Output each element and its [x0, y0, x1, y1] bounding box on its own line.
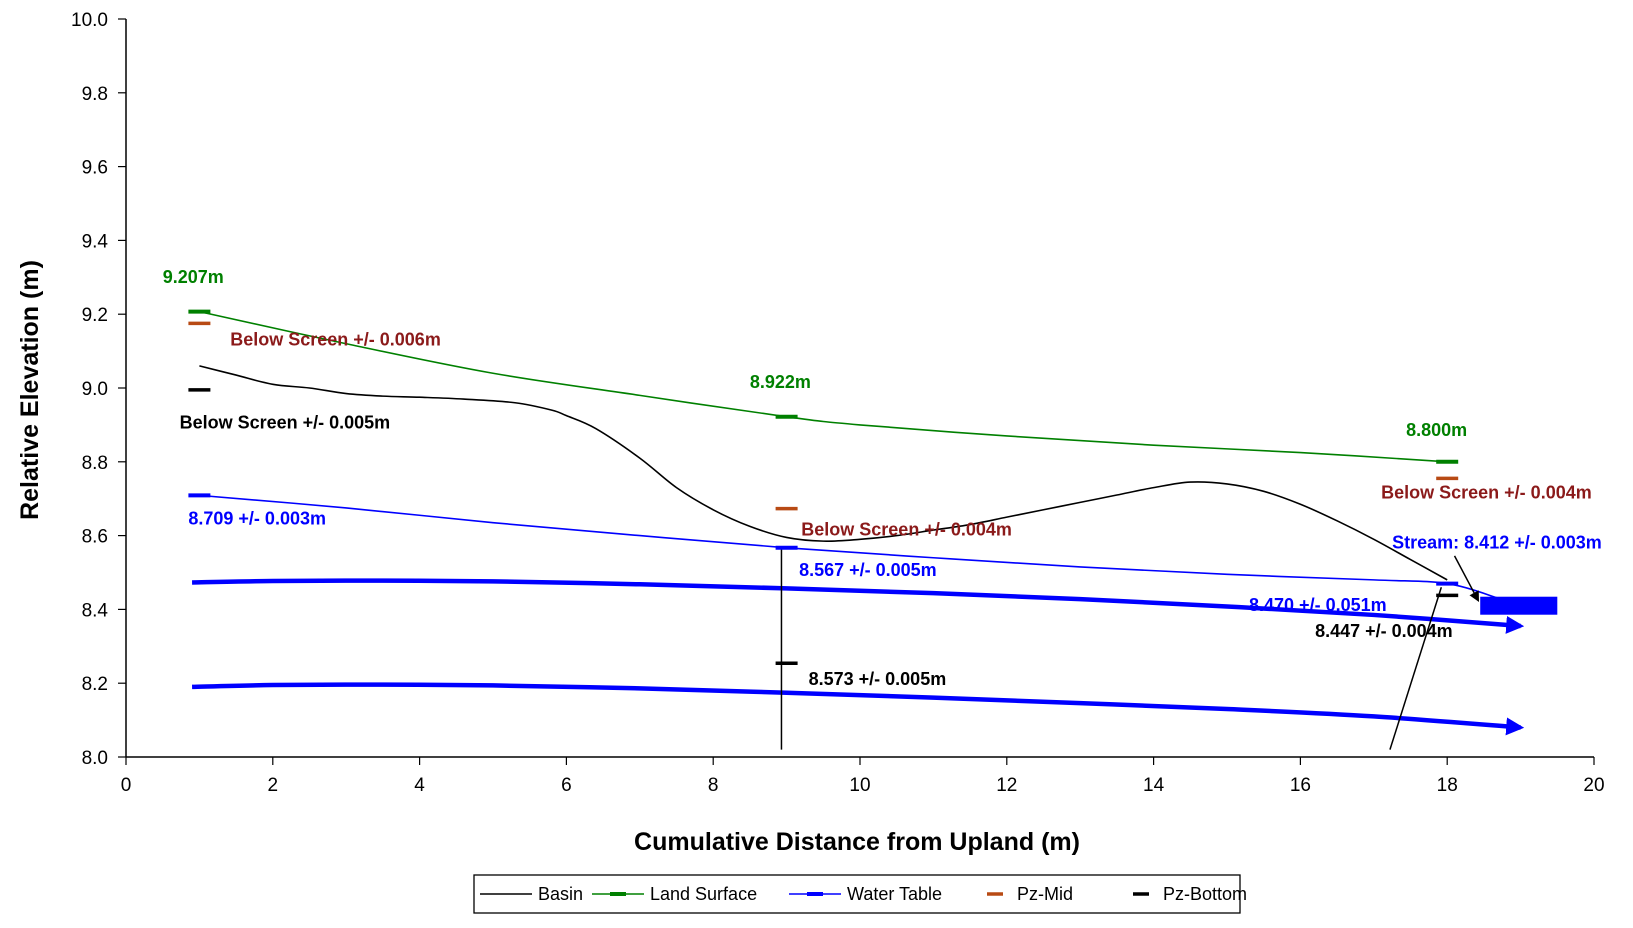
stream-marker	[1480, 596, 1558, 615]
y-tick-label: 8.0	[82, 748, 108, 769]
y-tick-label: 8.4	[82, 600, 109, 621]
y-tick-label: 8.2	[82, 674, 108, 695]
water-table-line	[199, 494, 1499, 600]
x-tick-label: 6	[561, 775, 572, 796]
y-tick-label: 9.0	[82, 379, 108, 400]
annotation-label: 8.922m	[750, 372, 811, 392]
x-tick-label: 18	[1437, 775, 1458, 796]
land-surface-line	[199, 310, 1448, 463]
annotation-label: 8.573 +/- 0.005m	[809, 669, 947, 689]
annotation-label: Below Screen +/- 0.004m	[1381, 483, 1592, 503]
annotation-label: Below Screen +/- 0.005m	[180, 413, 391, 433]
flow-arrow-2	[192, 682, 1525, 736]
annotation-label: Stream: 8.412 +/- 0.003m	[1392, 533, 1602, 553]
x-tick-label: 12	[996, 775, 1017, 796]
annotation-label: Below Screen +/- 0.006m	[230, 330, 441, 350]
y-tick-label: 9.6	[82, 158, 108, 179]
annotation-label: 9.207m	[163, 267, 224, 287]
plot-area: 9.207m Below Screen +/- 0.006m Below Scree…	[163, 267, 1602, 750]
x-tick-label: 16	[1290, 775, 1311, 796]
flow-arrow-1	[192, 578, 1525, 634]
stream-pointer-arrow	[1453, 555, 1480, 603]
annotation-label: 8.567 +/- 0.005m	[799, 560, 937, 580]
y-tick-label: 9.2	[82, 305, 108, 326]
legend-label-pz-mid: Pz-Mid	[1017, 884, 1073, 904]
legend-label-basin: Basin	[538, 884, 583, 904]
x-tick-label: 4	[414, 775, 425, 796]
y-tick-label: 9.8	[82, 84, 108, 105]
legend-label-water-table: Water Table	[847, 884, 942, 904]
annotation-label: 8.709 +/- 0.003m	[188, 509, 326, 529]
legend-label-land-surface: Land Surface	[650, 884, 757, 904]
piezometer-screen-line-2	[1389, 587, 1443, 750]
x-axis-title: Cumulative Distance from Upland (m)	[634, 828, 1080, 856]
y-tick-label: 10.0	[71, 10, 108, 31]
annotation-label: 8.447 +/- 0.004m	[1315, 621, 1453, 641]
x-tick-label: 14	[1143, 775, 1165, 796]
axes: 0 2 4 6 8 10 12 14 16 18 20 8.0 8.2 8.4 8.6 8.8 9.0 9.2 9.…	[71, 10, 1605, 796]
y-tick-label: 8.8	[82, 453, 108, 474]
x-tick-label: 0	[121, 775, 132, 796]
legend-label-pz-bottom: Pz-Bottom	[1163, 884, 1247, 904]
x-tick-label: 20	[1583, 775, 1604, 796]
annotation-label: 8.800m	[1406, 420, 1467, 440]
y-axis-title: Relative Elevation (m)	[16, 260, 44, 520]
y-tick-label: 8.6	[82, 527, 108, 548]
annotation-label: Below Screen +/- 0.004m	[801, 520, 1012, 540]
annotation-label: 8.470 +/- 0.051m	[1249, 595, 1387, 615]
y-tick-label: 9.4	[82, 231, 109, 252]
x-tick-label: 8	[708, 775, 719, 796]
x-tick-label: 10	[849, 775, 870, 796]
basin-line	[199, 365, 1448, 581]
legend: Basin Land Surface Water Table Pz-Mid Pz-Bot…	[473, 874, 1247, 914]
x-tick-label: 2	[268, 775, 279, 796]
